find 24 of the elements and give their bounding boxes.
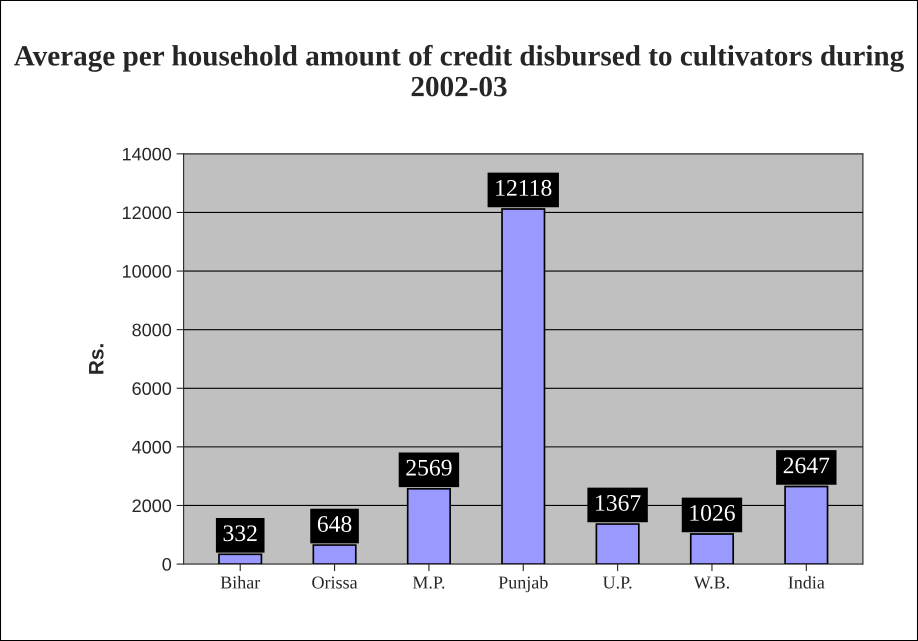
x-tick-label: Orissa — [312, 576, 358, 589]
y-tick-label: 12000 — [122, 206, 172, 220]
x-tick-label: India — [788, 576, 825, 589]
y-tick-label: 2000 — [132, 499, 172, 512]
data-label: 332 — [224, 525, 257, 542]
y-tick-label: 10000 — [122, 264, 172, 278]
x-tick-label: W.B. — [694, 576, 729, 589]
y-tick-label: 4000 — [132, 440, 172, 454]
x-tick-label: M.P. — [412, 576, 444, 589]
data-label: 2569 — [406, 460, 452, 476]
chart-title: Average per household amount of credit disbursed to cultivators during 2002-03 — [14, 44, 904, 96]
y-tick-label: 0 — [162, 558, 172, 571]
data-label: 2647 — [784, 458, 830, 474]
data-label: 1367 — [596, 495, 641, 511]
data-label: 1026 — [690, 504, 735, 521]
y-tick-label: 6000 — [132, 382, 172, 395]
data-label: 12118 — [496, 180, 552, 196]
y-tick-label: 14000 — [122, 148, 172, 161]
y-tick-label: 8000 — [132, 324, 172, 336]
y-axis-title: Rs. — [89, 344, 104, 374]
x-tick-label: Bihar — [220, 576, 260, 589]
x-tick-label: U.P. — [602, 576, 632, 589]
x-tick-label: Punjab — [498, 576, 548, 592]
data-label: 648 — [318, 516, 352, 532]
